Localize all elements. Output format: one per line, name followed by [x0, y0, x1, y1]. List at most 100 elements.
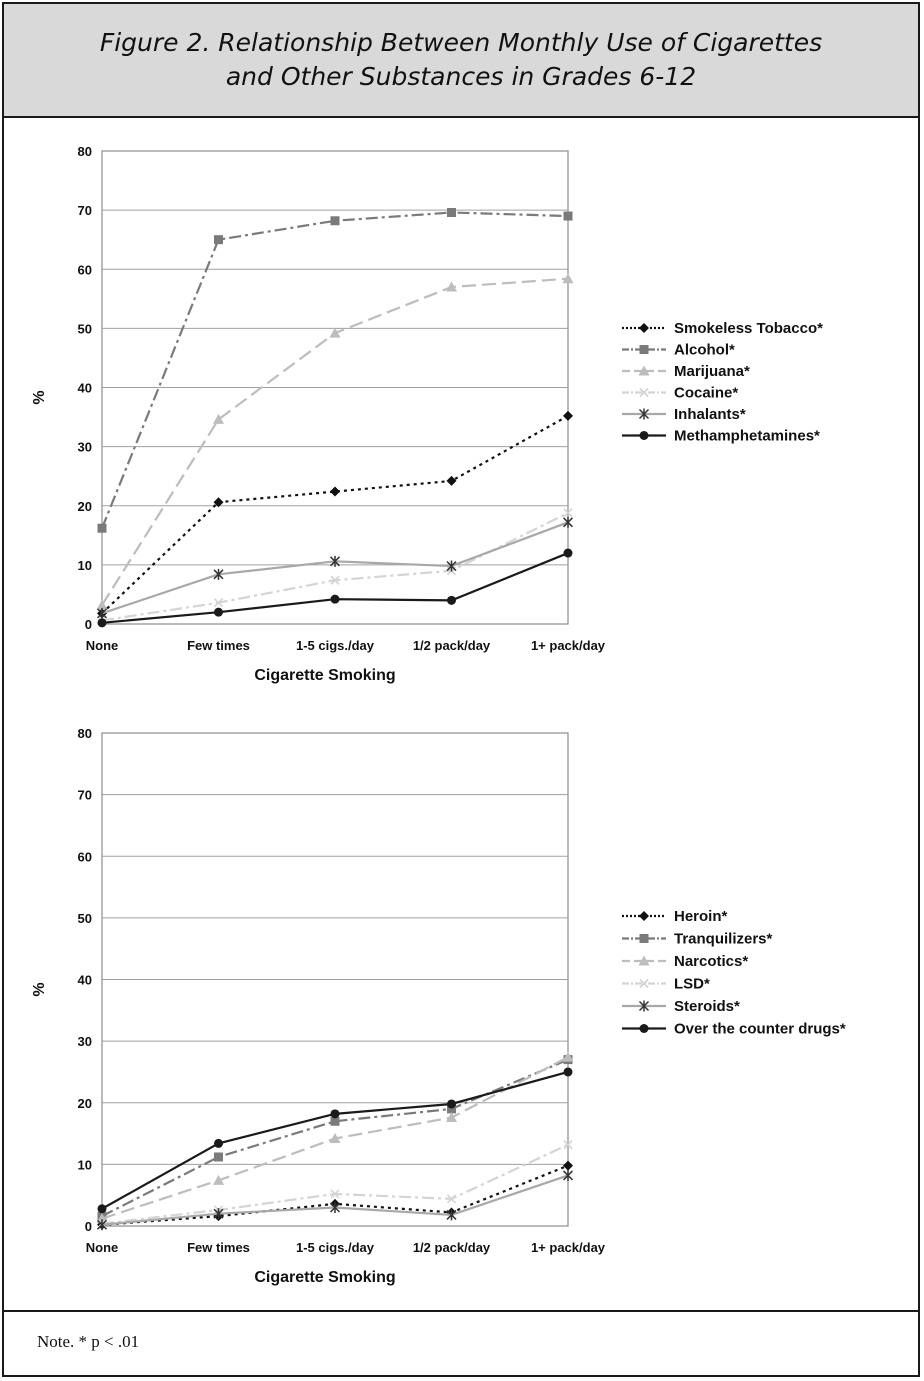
- y-tick-label: 0: [85, 1219, 92, 1234]
- y-axis-title: %: [31, 390, 48, 404]
- legend-label: Tranquilizers*: [674, 931, 773, 948]
- data-point: [563, 211, 573, 221]
- data-point: [329, 555, 341, 567]
- y-tick-label: 10: [78, 1157, 92, 1172]
- legend-item: LSD*: [622, 976, 710, 993]
- data-point: [213, 413, 224, 424]
- data-point: [214, 235, 223, 245]
- figure-title-line-1: Figure 2. Relationship Between Monthly U…: [99, 28, 823, 57]
- legend-label: Alcohol*: [674, 342, 735, 359]
- series-steroids: [96, 1169, 574, 1231]
- data-point: [446, 1112, 457, 1123]
- data-point: [214, 607, 223, 617]
- y-tick-label: 40: [78, 381, 92, 396]
- y-tick-label: 70: [78, 788, 92, 803]
- legend-marker: [639, 387, 649, 398]
- note-text: Note. * p < .01: [37, 1332, 140, 1351]
- data-point: [329, 1132, 341, 1143]
- y-tick-label: 40: [78, 973, 92, 988]
- legend-item: Cocaine*: [622, 385, 738, 402]
- figure-title-line-2: and Other Substances in Grades 6-12: [225, 62, 697, 91]
- data-point: [96, 1219, 108, 1231]
- series-marijuana: [96, 273, 574, 610]
- data-point: [329, 1202, 341, 1214]
- data-point: [562, 1169, 574, 1181]
- y-tick-label: 50: [78, 911, 92, 926]
- data-point: [213, 1174, 224, 1185]
- data-point: [562, 516, 574, 528]
- data-point: [447, 595, 456, 605]
- y-tick-label: 70: [78, 203, 92, 218]
- data-point: [213, 598, 224, 608]
- data-point: [213, 568, 224, 580]
- series-methamphetamines: [97, 548, 573, 628]
- x-tick-label: 1-5 cigs./day: [296, 638, 375, 653]
- x-axis-title: Cigarette Smoking: [254, 1269, 395, 1286]
- data-point: [563, 508, 573, 518]
- data-point: [213, 497, 224, 508]
- y-tick-label: 60: [78, 262, 92, 277]
- data-point: [563, 548, 573, 558]
- legend-label: Inhalants*: [674, 406, 746, 423]
- x-tick-label: Few times: [187, 1240, 250, 1255]
- data-point: [96, 607, 108, 619]
- y-tick-label: 0: [85, 617, 92, 632]
- note-bar: Note. * p < .01: [4, 1310, 918, 1375]
- data-point: [330, 486, 340, 497]
- y-tick-label: 30: [78, 440, 92, 455]
- series-alcohol: [97, 207, 573, 533]
- legend-marker: [639, 911, 649, 921]
- x-tick-label: 1/2 pack/day: [413, 638, 491, 653]
- data-point: [329, 327, 341, 338]
- x-tick-label: 1+ pack/day: [531, 1240, 606, 1255]
- legend-label: Narcotics*: [674, 953, 748, 970]
- legend-marker: [638, 955, 650, 966]
- x-tick-label: 1-5 cigs./day: [296, 1240, 375, 1255]
- legend-item: Narcotics*: [622, 953, 748, 970]
- legend-label: Steroids*: [674, 998, 740, 1015]
- legend-label: Methamphetamines*: [674, 428, 820, 445]
- data-point: [330, 216, 340, 226]
- x-tick-label: None: [86, 1240, 119, 1255]
- data-point: [330, 575, 340, 585]
- legend-marker: [639, 1024, 649, 1033]
- series-inhalants: [96, 516, 574, 619]
- legend-marker: [638, 408, 650, 420]
- data-point: [446, 1209, 457, 1221]
- y-tick-label: 30: [78, 1034, 92, 1049]
- chart-top: 0 10 20 30 40 50 60 70 80 None Few times 1-5 cigs./…: [31, 144, 823, 684]
- data-point: [330, 594, 340, 604]
- data-point: [562, 273, 574, 284]
- legend-marker: [639, 978, 649, 989]
- chart-bottom: 0 10 20 30 40 50 60 70 80 None Few times 1-5 cigs./…: [31, 726, 846, 1286]
- legend-item: Heroin*: [622, 908, 728, 925]
- x-tick-label: 1+ pack/day: [531, 638, 606, 653]
- legend-label: Smokeless Tobacco*: [674, 320, 823, 337]
- legend-marker: [638, 1000, 650, 1012]
- figure-header: Figure 2. Relationship Between Monthly U…: [4, 4, 918, 118]
- legend-item: Marijuana*: [622, 363, 750, 380]
- data-point: [330, 1109, 340, 1119]
- y-tick-label: 80: [78, 144, 92, 159]
- data-point: [563, 1067, 573, 1077]
- series-line: [101, 1058, 569, 1218]
- data-point: [446, 281, 457, 292]
- data-point: [563, 1140, 573, 1150]
- data-point: [447, 1104, 456, 1114]
- series-over-the-counter-drugs: [97, 1067, 573, 1214]
- series-line: [101, 414, 569, 615]
- data-point: [446, 475, 457, 486]
- data-point: [446, 1194, 457, 1204]
- x-axis-title: Cigarette Smoking: [254, 667, 395, 684]
- data-point: [447, 207, 456, 217]
- legend-marker: [639, 323, 649, 333]
- y-tick-label: 80: [78, 726, 92, 741]
- legend-item: Inhalants*: [622, 406, 746, 423]
- y-tick-label: 60: [78, 849, 92, 864]
- y-tick-label: 10: [78, 558, 92, 573]
- legend-label: Heroin*: [674, 908, 728, 925]
- x-tick-label: 1/2 pack/day: [413, 1240, 491, 1255]
- y-tick-label: 20: [78, 499, 92, 514]
- x-tick-label: None: [86, 638, 119, 653]
- legend-marker: [639, 431, 649, 440]
